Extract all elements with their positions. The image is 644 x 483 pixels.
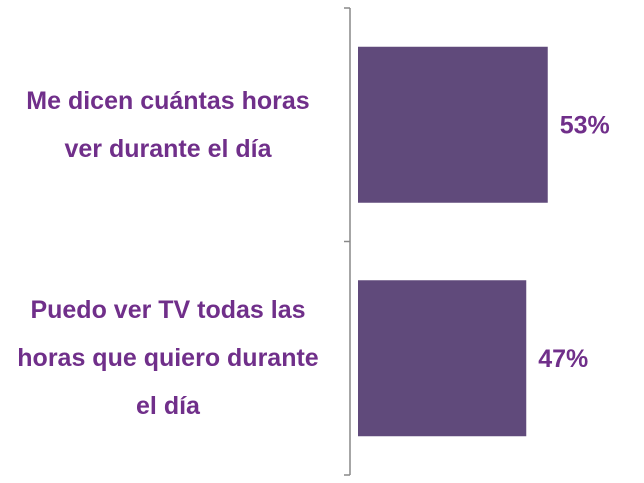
category-label: Me dicen cuántas horas ver durante el dí… xyxy=(26,86,310,163)
bar xyxy=(358,280,527,437)
category-label: Puedo ver TV todas las horas que quiero … xyxy=(17,296,319,421)
bar xyxy=(358,46,548,203)
value-label: 47% xyxy=(538,345,588,373)
value-label: 53% xyxy=(560,111,610,139)
